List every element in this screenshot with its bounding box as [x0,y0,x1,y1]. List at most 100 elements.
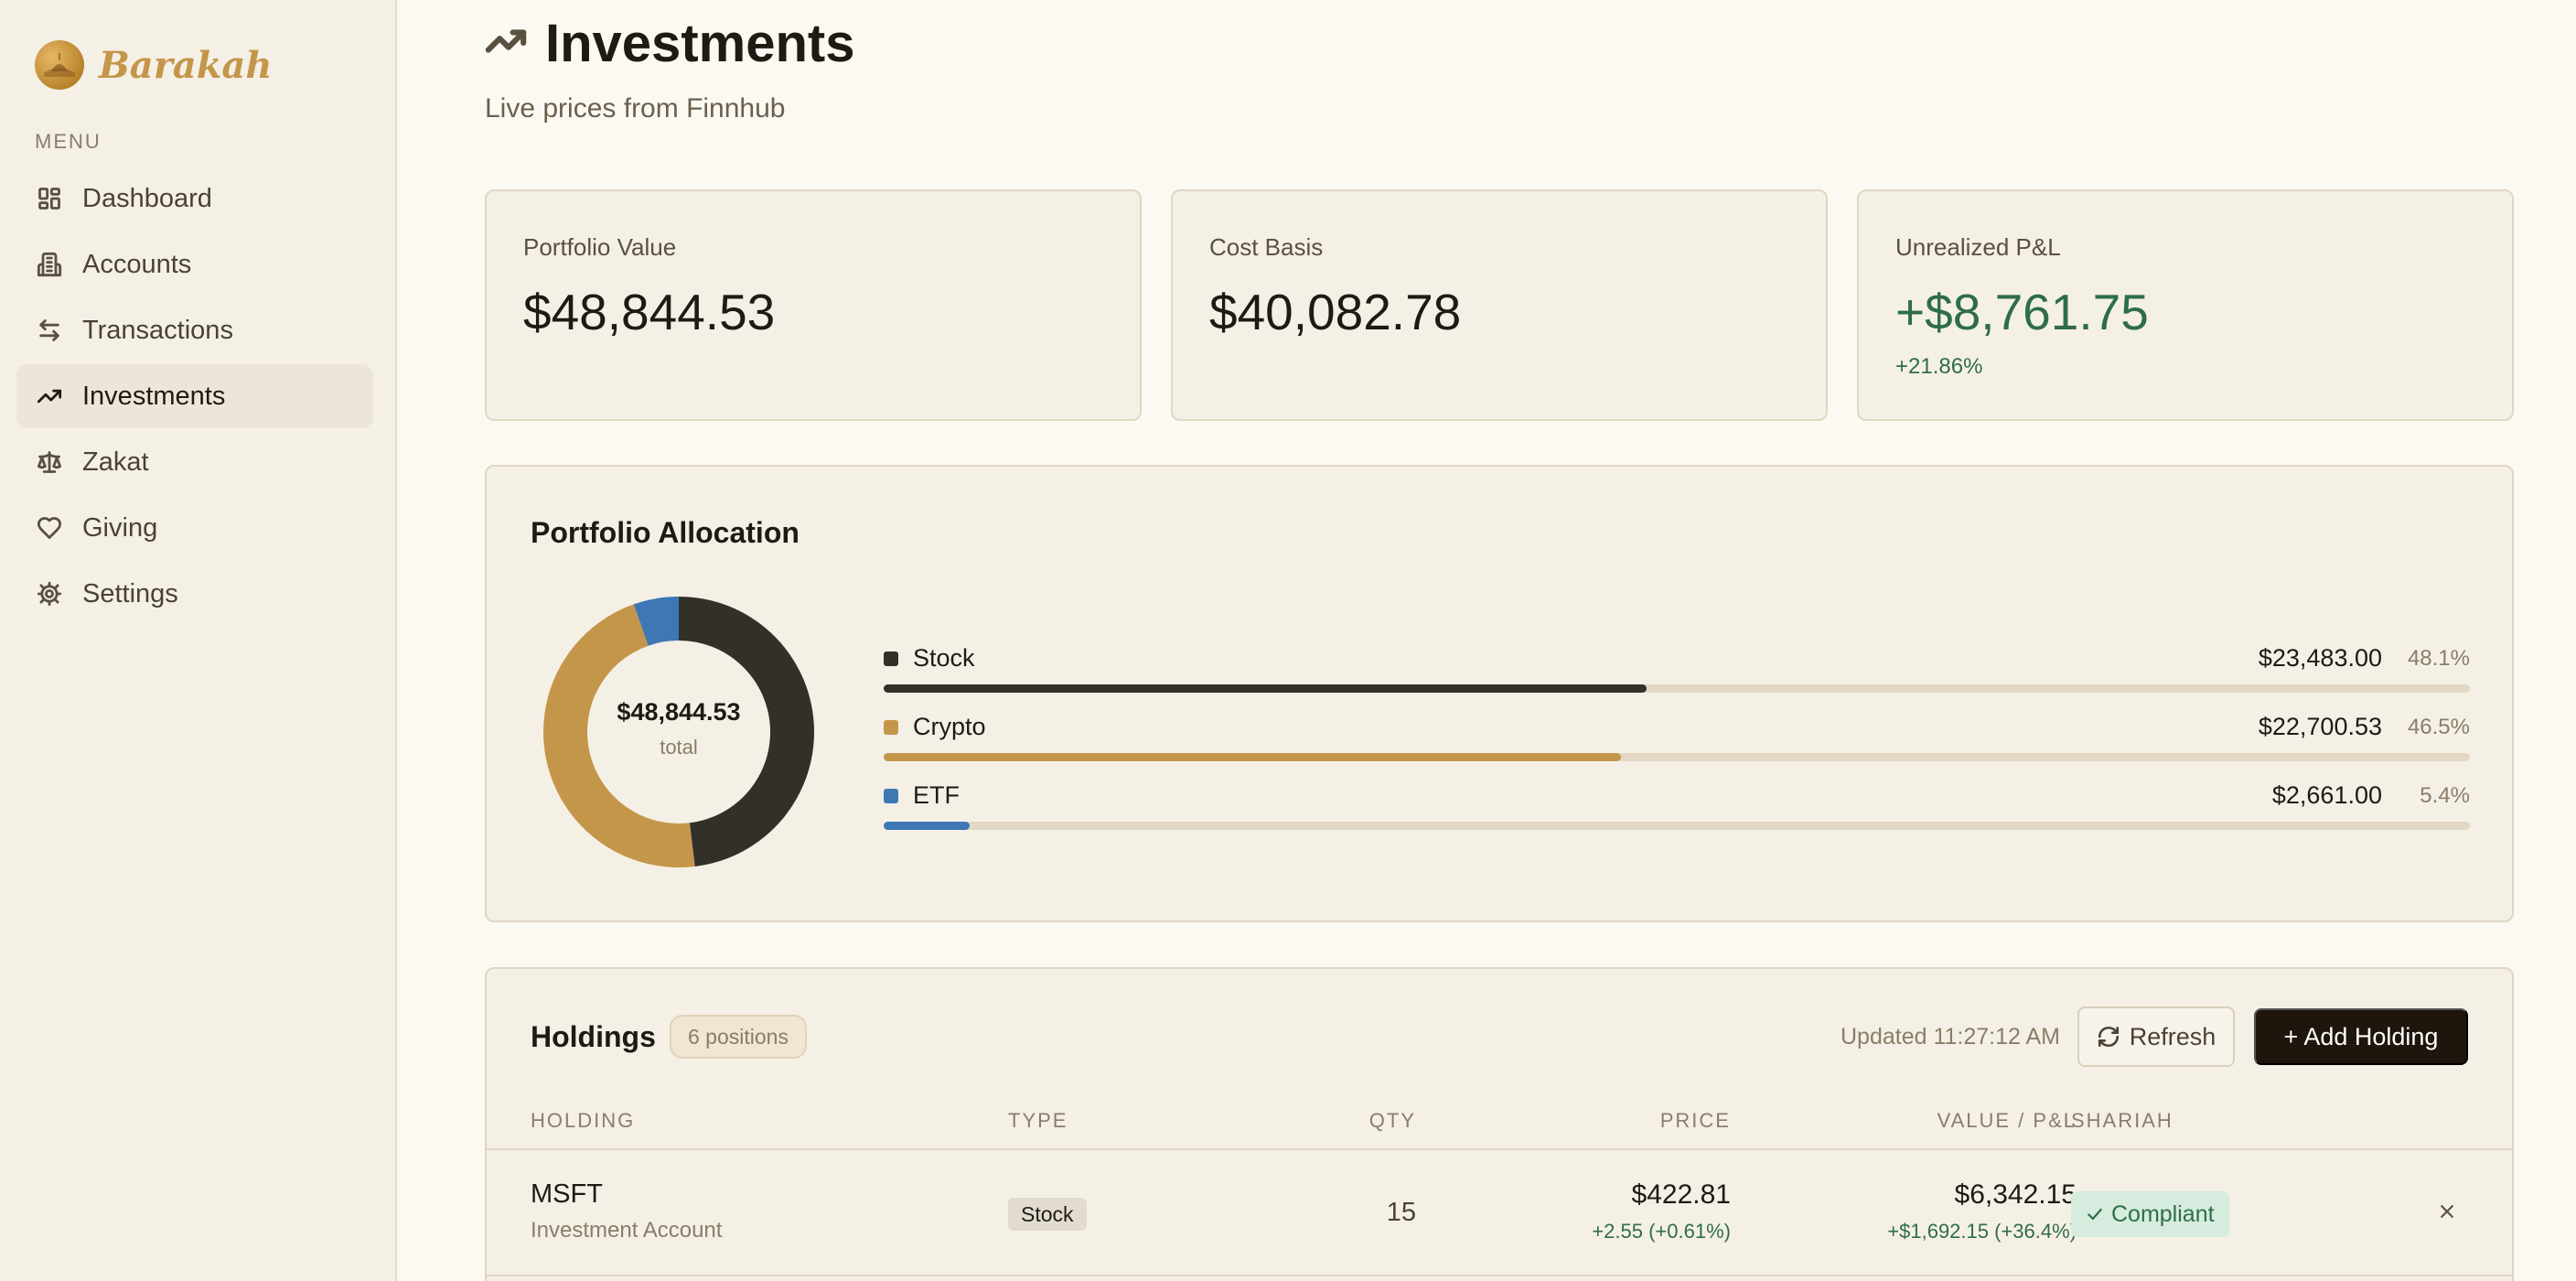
refresh-label: Refresh [2129,1022,2216,1050]
mosque-logo-icon [35,40,84,90]
stat-value: $40,082.78 [1209,284,1462,340]
menu-label: MENU [35,130,102,153]
allocation-amount: $23,483.00 [2258,644,2382,672]
sidebar-item-accounts[interactable]: Accounts [16,232,373,296]
column-header-type[interactable]: TYPE [1008,1109,1068,1132]
donut-slice-etf [633,597,679,646]
scale-icon [37,449,62,475]
legend-swatch [884,720,898,735]
allocation-row-crypto: Crypto $22,700.53 46.5% [884,709,2470,778]
allocation-name: Stock [913,644,975,672]
arrows-exchange-icon [37,318,62,343]
column-header-price[interactable]: PRICE [1659,1109,1731,1132]
sidebar-item-label: Zakat [82,447,149,477]
sidebar-item-label: Settings [82,578,178,608]
stat-label: Unrealized P&L [1895,233,2061,261]
sidebar-nav: Dashboard Accounts Transactions Investme… [16,167,373,628]
legend-swatch [884,789,898,803]
sidebar-item-settings[interactable]: Settings [16,562,373,626]
donut-slice-stock [679,597,814,867]
holdings-title: Holdings [531,1020,656,1053]
allocation-row-etf: ETF $2,661.00 5.4% [884,778,2470,846]
holding-value-change: +$1,692.15 (+36.4%) [1887,1220,2077,1243]
stat-percent: +21.86% [1895,354,1983,379]
dashboard-icon [37,186,62,211]
holding-value: $6,342.15 [1954,1179,2077,1210]
allocation-bar-track [884,684,2470,693]
holding-type-badge: Stock [1008,1198,1087,1231]
stat-value: +$8,761.75 [1895,284,2149,340]
allocation-bar-fill [884,684,1648,693]
row-divider [487,1275,2512,1276]
legend-swatch [884,651,898,666]
allocation-name: ETF [913,781,960,809]
donut-caption: total [660,735,698,759]
allocation-percent: 46.5% [2407,715,2470,739]
stat-value: $48,844.53 [523,284,776,340]
unrealized-pnl-card: Unrealized P&L +$8,761.75 +21.86% [1857,189,2514,421]
sidebar-item-investments[interactable]: Investments [16,364,373,428]
add-holding-button[interactable]: + Add Holding [2254,1008,2468,1065]
close-icon [2441,1205,2453,1218]
trending-up-icon [485,20,527,67]
allocation-bar-fill [884,822,970,830]
positions-count-badge: 6 positions [670,1015,807,1059]
sidebar-item-transactions[interactable]: Transactions [16,298,373,362]
page-title: Investments [545,14,855,73]
sidebar-item-label: Giving [82,512,158,543]
column-header-qty[interactable]: QTY [1368,1109,1416,1132]
holding-price-change: +2.55 (+0.61%) [1592,1220,1731,1243]
allocation-bar-fill [884,753,1622,761]
holding-price: $422.81 [1631,1179,1731,1210]
card-title: Portfolio Allocation [531,516,800,549]
allocation-donut-chart [543,597,814,867]
gear-icon [37,581,62,607]
stat-label: Cost Basis [1209,233,1324,261]
allocation-percent: 5.4% [2420,783,2470,808]
cost-basis-card: Cost Basis $40,082.78 [1171,189,1828,421]
portfolio-allocation-card: Portfolio Allocation $48,844.53 total St… [485,465,2514,922]
bank-icon [37,252,62,277]
donut-total: $48,844.53 [617,697,741,726]
refresh-icon [2098,1026,2119,1048]
sidebar-item-giving[interactable]: Giving [16,496,373,560]
allocation-row-stock: Stock $23,483.00 48.1% [884,640,2470,709]
sidebar-item-label: Accounts [82,249,192,279]
column-header-value-pnl[interactable]: VALUE / P&L [1937,1109,2077,1132]
brand-name: Barakah [99,43,273,87]
allocation-percent: 48.1% [2407,646,2470,671]
heart-icon [37,515,62,541]
last-updated-text: Updated 11:27:12 AM [1841,1024,2060,1050]
allocation-bar-track [884,822,2470,830]
allocation-amount: $22,700.53 [2258,713,2382,740]
shariah-status-badge: Compliant [2071,1191,2229,1237]
stat-label: Portfolio Value [523,233,677,261]
allocation-name: Crypto [913,713,986,740]
remove-holding-button[interactable] [2433,1198,2461,1225]
allocation-list: Stock $23,483.00 48.1% Crypto $22,700.53… [884,640,2470,846]
header-divider [487,1148,2512,1150]
sidebar-item-zakat[interactable]: Zakat [16,430,373,494]
holding-symbol: MSFT [531,1179,603,1209]
allocation-bar-track [884,753,2470,761]
check-icon [2088,1208,2102,1221]
brand[interactable]: Barakah [35,40,272,90]
holding-qty: 15 [1386,1198,1416,1227]
allocation-amount: $2,661.00 [2271,781,2382,809]
sidebar-item-label: Dashboard [82,183,212,213]
donut-center: $48,844.53 total [542,595,816,869]
holding-account: Investment Account [531,1218,723,1243]
donut-slice-crypto [543,604,695,867]
column-header-holding[interactable]: HOLDING [531,1109,636,1132]
trending-up-icon [37,383,62,409]
sidebar-item-label: Investments [82,381,226,411]
refresh-button[interactable]: Refresh [2077,1006,2235,1067]
sidebar-item-label: Transactions [82,315,233,345]
shariah-label: Compliant [2111,1200,2215,1227]
portfolio-value-card: Portfolio Value $48,844.53 [485,189,1142,421]
column-header-shariah[interactable]: SHARIAH [2071,1109,2174,1132]
sidebar: Barakah MENU Dashboard Accounts Transact… [0,0,397,1281]
sidebar-item-dashboard[interactable]: Dashboard [16,167,373,231]
page-subtitle: Live prices from Finnhub [485,93,786,124]
holdings-card: Holdings 6 positions Updated 11:27:12 AM… [485,967,2514,1281]
